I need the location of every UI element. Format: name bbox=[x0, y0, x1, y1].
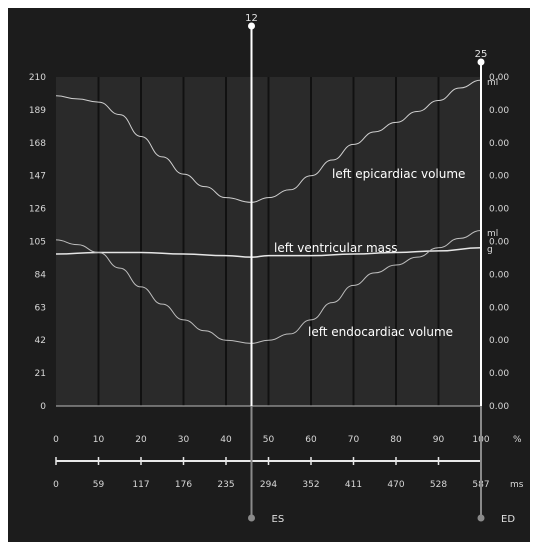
unit-top-ml: ml bbox=[487, 78, 498, 88]
ventricular-mass-curve bbox=[55, 247, 482, 258]
right-axis-ticks: 0.00 0.00 0.00 0.00 0.00 0.00 0.00 0.00 0.00 0.00… bbox=[489, 73, 509, 412]
marker-bottom-handle[interactable] bbox=[477, 514, 485, 522]
series-label-mass: left ventricular mass bbox=[274, 241, 398, 255]
ms-tick-label: 235 bbox=[217, 480, 234, 490]
curves bbox=[55, 79, 482, 344]
left-tick-label: 63 bbox=[35, 303, 46, 313]
frame-number-label: 12 bbox=[245, 13, 258, 24]
percent-tick-label: 60 bbox=[305, 435, 317, 445]
percent-tick-label: 80 bbox=[390, 435, 402, 445]
right-tick-label: 0.00 bbox=[489, 205, 509, 215]
left-tick-label: 21 bbox=[35, 369, 46, 379]
ms-tick-label: 176 bbox=[175, 480, 192, 490]
vertical-grid bbox=[56, 77, 481, 407]
percent-tick-label: 0 bbox=[53, 435, 59, 445]
ms-tick-label: 352 bbox=[302, 480, 319, 490]
unit-mid-ml: ml bbox=[487, 229, 498, 239]
right-tick-label: 0.00 bbox=[489, 336, 509, 346]
percent-axis-ticks: 0102030405060708090100 bbox=[53, 435, 490, 445]
ms-tick-label: 59 bbox=[93, 480, 105, 490]
ms-tick-label: 470 bbox=[387, 480, 404, 490]
marker-name-label: ES bbox=[272, 514, 285, 525]
percent-tick-label: 90 bbox=[433, 435, 445, 445]
percent-tick-label: 70 bbox=[348, 435, 360, 445]
right-tick-label: 0.00 bbox=[489, 172, 509, 182]
ms-tick-label: 0 bbox=[53, 480, 59, 490]
ms-tick-label: 294 bbox=[260, 480, 277, 490]
left-tick-label: 168 bbox=[29, 139, 46, 149]
marker-top-handle[interactable] bbox=[248, 22, 255, 30]
right-tick-label: 0.00 bbox=[489, 270, 509, 280]
marker-top-handle[interactable] bbox=[477, 58, 485, 66]
series-label-endocardiac: left endocardiac volume bbox=[308, 325, 453, 339]
marker-name-label: ED bbox=[501, 514, 515, 525]
left-axis-ticks: 0 21 42 63 84 105 126 147 168 189 210 bbox=[29, 73, 46, 412]
left-tick-label: 189 bbox=[29, 106, 46, 116]
ms-tick-label: 528 bbox=[430, 480, 447, 490]
right-tick-label: 0.00 bbox=[489, 369, 509, 379]
endocardiac-volume-curve bbox=[55, 230, 482, 344]
ms-tick-label: 117 bbox=[132, 480, 149, 490]
left-tick-label: 105 bbox=[29, 238, 46, 248]
left-tick-label: 42 bbox=[35, 336, 46, 346]
percent-tick-label: 30 bbox=[178, 435, 190, 445]
frame-markers: 12 ES 25 ED bbox=[245, 13, 515, 525]
left-tick-label: 210 bbox=[29, 73, 46, 83]
left-tick-label: 147 bbox=[29, 172, 46, 182]
series-label-epicardiac: left epicardiac volume bbox=[332, 167, 465, 181]
right-tick-label: 0.00 bbox=[489, 106, 509, 116]
right-tick-label: 0.00 bbox=[489, 139, 509, 149]
left-tick-label: 84 bbox=[35, 270, 47, 280]
percent-tick-label: 20 bbox=[135, 435, 147, 445]
right-tick-label: 0.00 bbox=[489, 73, 509, 83]
frame-number-label: 25 bbox=[475, 49, 488, 60]
epicardiac-volume-curve bbox=[55, 79, 482, 203]
percent-tick-label: 50 bbox=[263, 435, 275, 445]
percent-tick-label: 10 bbox=[93, 435, 105, 445]
percent-unit: % bbox=[513, 435, 522, 445]
marker-bottom-handle[interactable] bbox=[248, 514, 255, 522]
left-tick-label: 126 bbox=[29, 205, 46, 215]
ms-axis-ticks: 059117176235294352411470528587 bbox=[53, 457, 490, 490]
percent-tick-label: 40 bbox=[220, 435, 232, 445]
right-tick-label: 0.00 bbox=[489, 402, 509, 412]
right-tick-label: 0.00 bbox=[489, 238, 509, 248]
ms-tick-label: 411 bbox=[345, 480, 362, 490]
left-tick-label: 0 bbox=[40, 402, 46, 412]
right-tick-label: 0.00 bbox=[489, 303, 509, 313]
ms-unit: ms bbox=[510, 480, 524, 490]
unit-mid-g: g bbox=[487, 245, 493, 255]
